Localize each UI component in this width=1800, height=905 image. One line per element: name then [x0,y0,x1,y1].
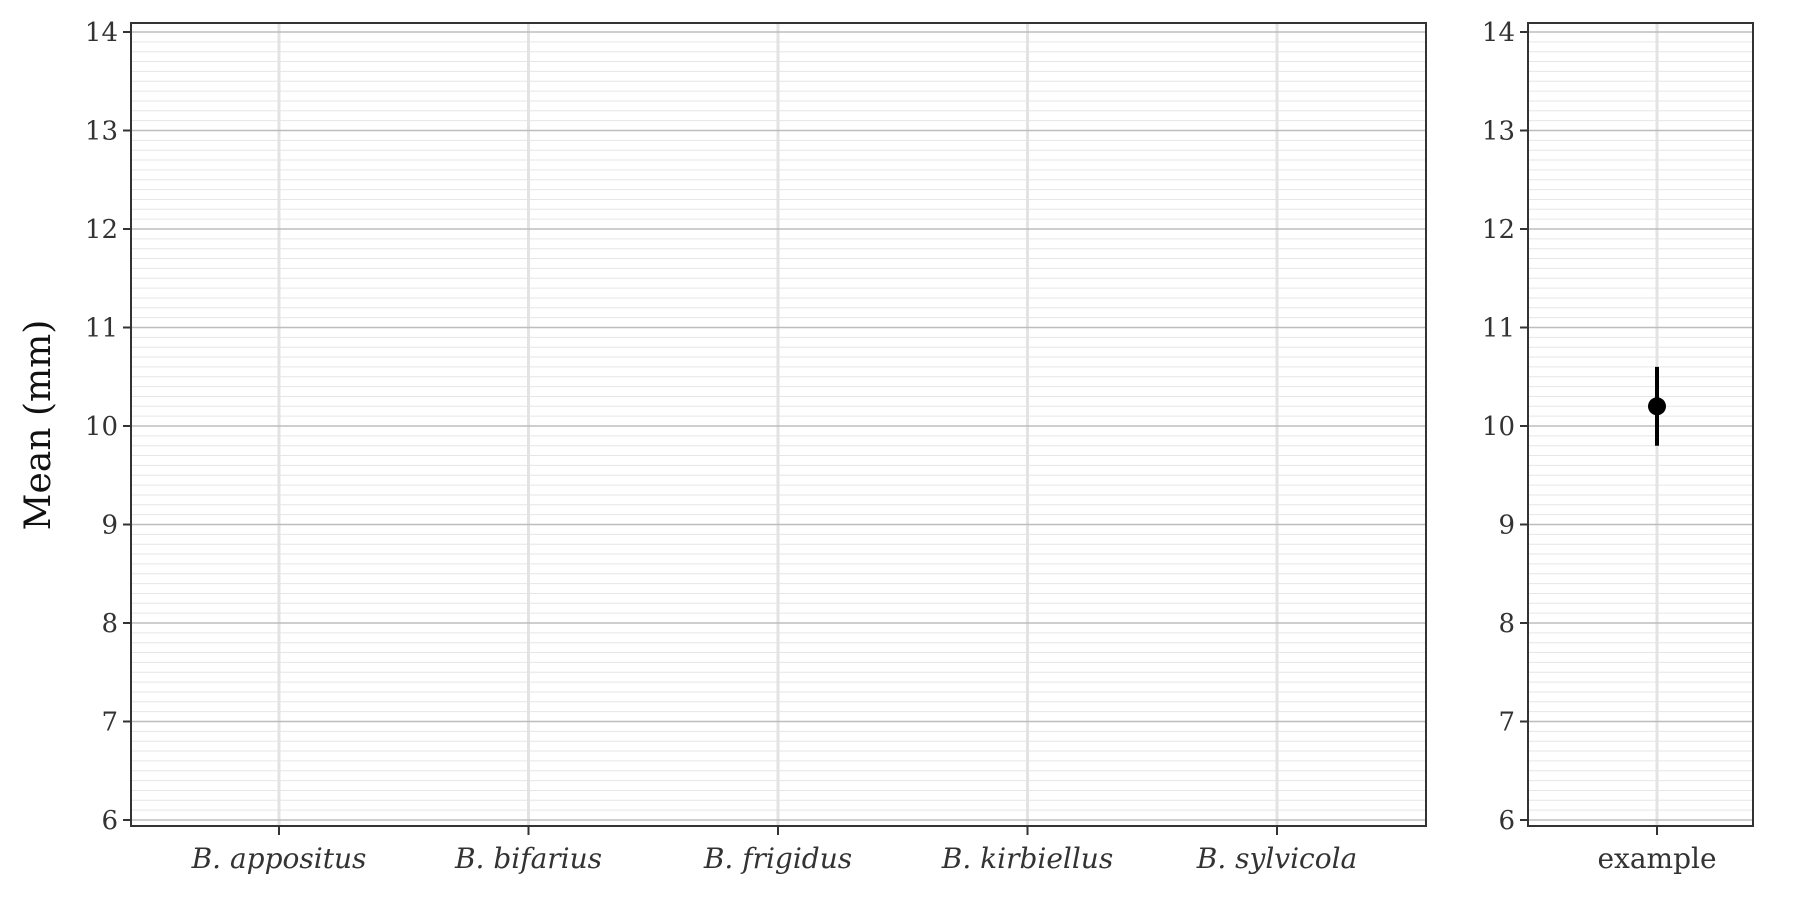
y-tick-label: 13 [85,117,118,147]
y-tick-label: 6 [101,806,118,836]
panel-background [1528,23,1753,826]
y-tick-label: 9 [1498,511,1515,541]
x-tick-label: B. bifarius [454,842,602,875]
y-tick-label: 11 [1482,314,1515,344]
y-tick-label: 12 [1482,215,1515,245]
x-tick-label: B. kirbiellus [941,842,1113,875]
y-tick-label: 7 [101,708,118,738]
y-axis-title: Mean (mm) [18,320,59,531]
x-tick-label: B. appositus [191,842,367,875]
y-tick-label: 12 [85,215,118,245]
y-tick-label: 6 [1498,806,1515,836]
y-tick-label: 11 [85,314,118,344]
panel-2: 6 7 8 9 10 11 12 13 14 example [1482,18,1754,875]
y-tick-label: 13 [1482,117,1515,147]
minor-gridlines [1528,41,1753,811]
x-tick-label: B. sylvicola [1196,842,1357,875]
panel-border [1527,22,1754,827]
panel-border [130,22,1427,827]
y-tick-label: 7 [1498,708,1515,738]
y-tick-label: 10 [1482,412,1515,442]
y-tick-label: 14 [85,18,118,48]
y-tick-label: 8 [1498,609,1515,639]
x-tick-label: B. frigidus [703,842,852,875]
y-tick-label: 10 [85,412,118,442]
panel-1: 6 7 8 9 10 11 12 13 14 B. appositus B. bifarius B. … [85,18,1427,875]
x-tick-label: example [1597,842,1716,875]
y-tick-label: 14 [1482,18,1515,48]
y-tick-label: 9 [101,511,118,541]
y-tick-label: 8 [101,609,118,639]
data-point [1648,397,1666,416]
